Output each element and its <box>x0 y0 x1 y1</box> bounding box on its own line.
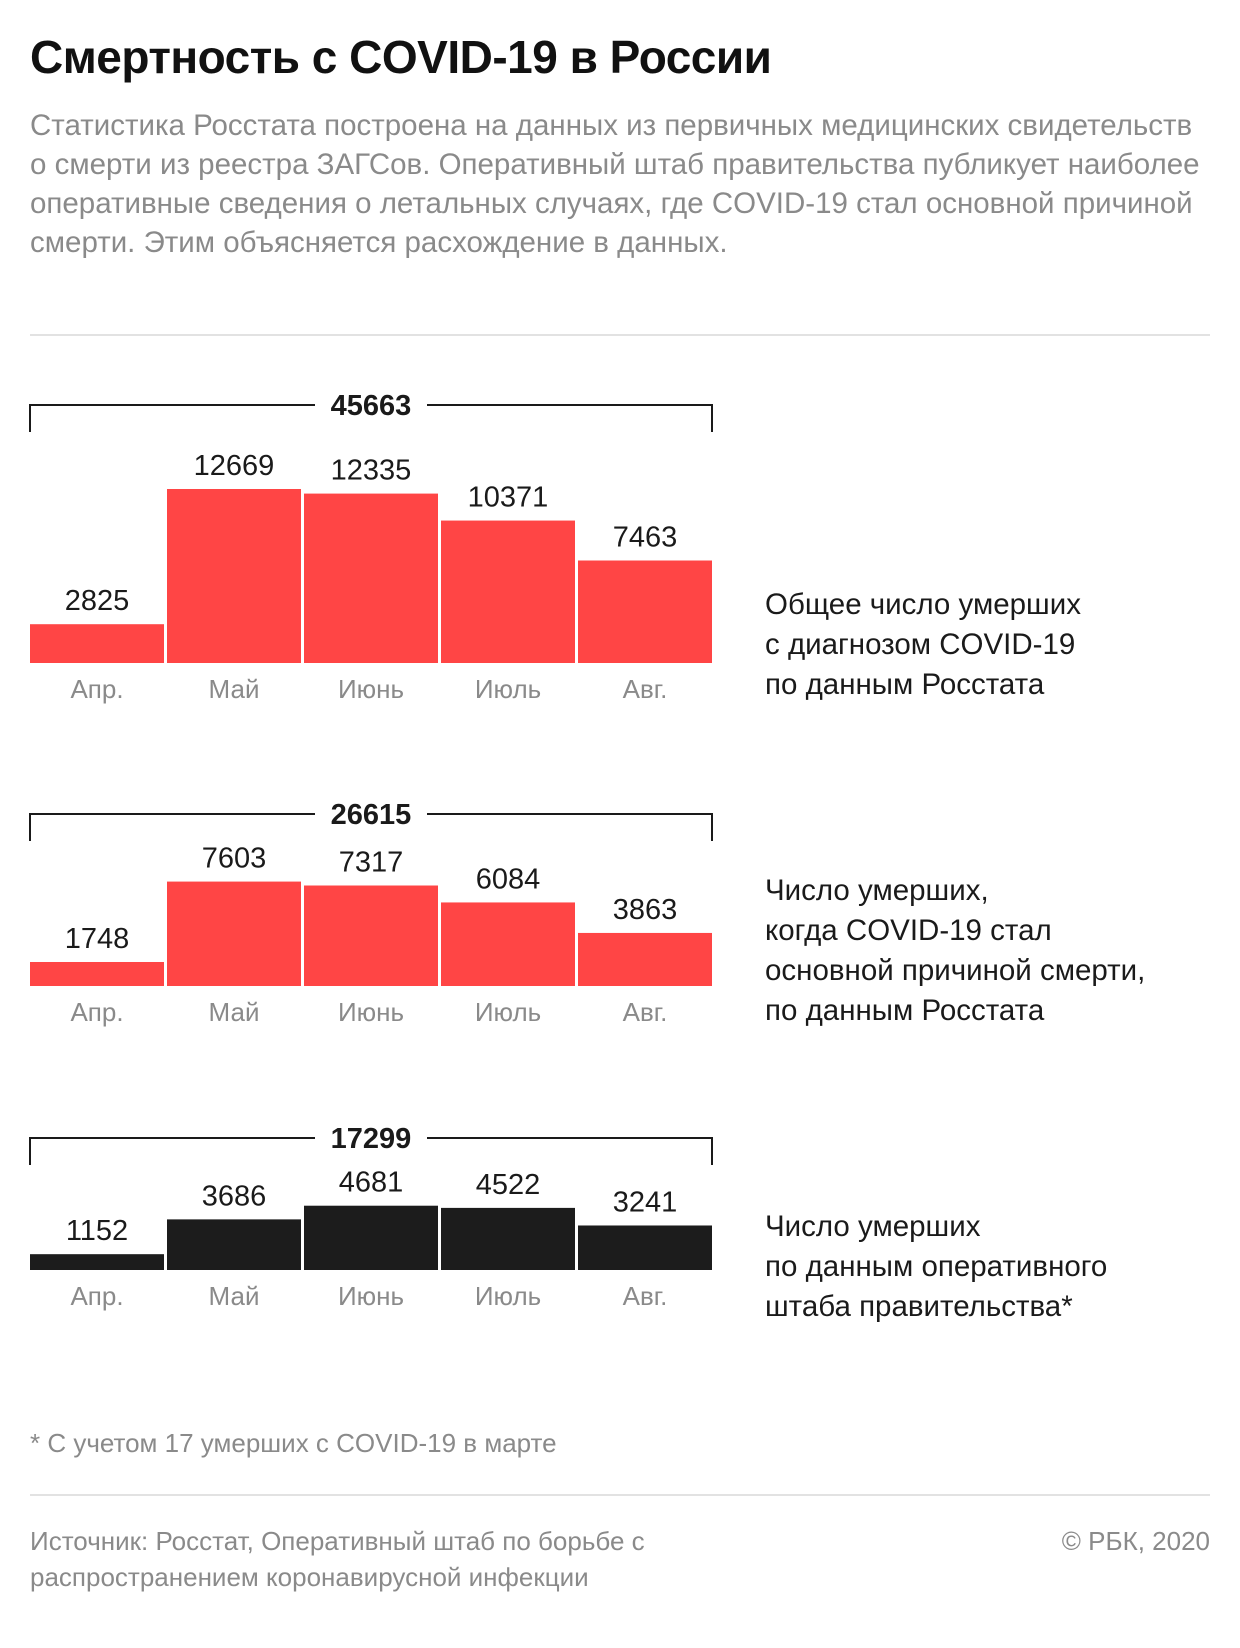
bar <box>578 560 712 663</box>
bar <box>441 520 575 663</box>
month-label: Июль <box>475 674 541 704</box>
source-note: Источник: Росстат, Оперативный штаб по б… <box>30 1526 645 1592</box>
caption-line: Число умерших <box>765 1210 981 1243</box>
month-label: Авг. <box>623 674 668 704</box>
value-label: 3686 <box>202 1180 267 1212</box>
caption-line: основной причиной смерти, <box>765 954 1146 987</box>
caption-line: по данным Росстата <box>765 668 1045 701</box>
total-label: 45663 <box>331 390 412 422</box>
bar <box>304 493 438 663</box>
chart-operational-hq: 17299 1152 Апр. 3686 Май 4681 Июнь 4522 Июль 3241… <box>29 1123 713 1311</box>
bar <box>30 961 164 986</box>
month-label: Авг. <box>623 997 668 1027</box>
caption-line: Число умерших, <box>765 874 989 907</box>
bar <box>304 885 438 986</box>
month-label: Июнь <box>338 997 404 1027</box>
divider-bottom <box>30 1494 1210 1496</box>
value-label: 3241 <box>613 1186 678 1218</box>
month-label: Июль <box>475 1281 541 1311</box>
caption-line: когда COVID-19 стал <box>765 914 1052 947</box>
month-label: Апр. <box>70 1281 123 1311</box>
total-bracket <box>29 404 713 432</box>
value-label: 7603 <box>202 843 267 875</box>
caption-line: штаба правительства* <box>765 1290 1073 1323</box>
value-label: 7463 <box>613 522 678 554</box>
month-label: Июнь <box>338 674 404 704</box>
bar <box>167 489 301 663</box>
value-label: 1152 <box>66 1215 128 1247</box>
bar <box>441 1207 575 1270</box>
chart-rosstat-total: 45663 2825 Апр. 12669 Май 12335 Июнь 10371 Июль 7… <box>29 390 713 704</box>
copyright: © РБК, 2020 <box>1061 1526 1210 1556</box>
month-label: Май <box>209 1281 260 1311</box>
month-label: Авг. <box>623 1281 668 1311</box>
bar <box>167 881 301 986</box>
value-label: 2825 <box>65 585 130 617</box>
value-label: 12335 <box>331 455 412 487</box>
caption-line: Общее число умерших <box>765 588 1081 621</box>
value-label: 6084 <box>476 863 541 895</box>
month-label: Апр. <box>70 997 123 1027</box>
caption-line: с диагнозом COVID-19 <box>765 628 1076 661</box>
month-label: Май <box>209 997 260 1027</box>
chart-rosstat-main-cause: 26615 1748 Апр. 7603 Май 7317 Июнь 6084 Июль 3863… <box>29 799 713 1027</box>
caption-line: по данным Росстата <box>765 994 1045 1027</box>
chart-caption-rosstat-total: Общее число умерших с диагнозом COVID-19 п… <box>765 585 1081 705</box>
page-title: Смертность с COVID-19 в России <box>30 31 772 83</box>
total-label: 26615 <box>331 799 412 831</box>
chart-caption-operational-hq: Число умерших по данным оперативного штаба… <box>765 1207 1107 1327</box>
bar <box>578 1225 712 1270</box>
total-label: 17299 <box>331 1123 412 1155</box>
bar <box>30 624 164 663</box>
value-label: 1748 <box>65 923 130 955</box>
value-label: 4681 <box>339 1167 404 1199</box>
chart-caption-rosstat-main-cause: Число умерших, когда COVID-19 стал основно… <box>765 871 1145 1031</box>
value-label: 12669 <box>194 450 275 482</box>
value-label: 3863 <box>613 894 678 926</box>
bar <box>30 1254 164 1270</box>
bar <box>167 1219 301 1270</box>
bar <box>304 1205 438 1270</box>
month-label: Апр. <box>70 674 123 704</box>
divider-top <box>30 334 1210 336</box>
total-bracket <box>29 813 713 841</box>
subtitle: Статистика Росстата построена на данных … <box>30 109 1200 259</box>
month-label: Июль <box>475 997 541 1027</box>
bar <box>441 902 575 986</box>
value-label: 7317 <box>339 847 404 879</box>
value-label: 4522 <box>476 1169 541 1201</box>
value-label: 10371 <box>468 482 549 514</box>
total-bracket <box>29 1137 713 1165</box>
caption-line: по данным оперативного <box>765 1250 1108 1283</box>
month-label: Май <box>209 674 260 704</box>
bar <box>578 932 712 986</box>
month-label: Июнь <box>338 1281 404 1311</box>
footnote: * С учетом 17 умерших с COVID-19 в марте <box>30 1428 557 1458</box>
